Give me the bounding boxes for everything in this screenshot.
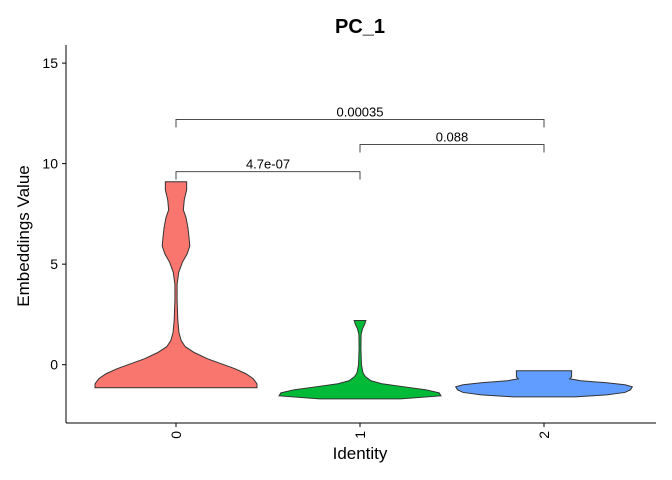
y-tick-label-15: 15	[42, 55, 58, 71]
y-axis-label: Embeddings Value	[14, 165, 33, 306]
plot-area: 4.7e-07 0.088 0.00035 0 5 10 15 0 1 2	[42, 45, 656, 439]
x-tick-label-0: 0	[168, 431, 184, 439]
p-value-label-1-2: 0.088	[436, 130, 469, 145]
violin-group-1	[278, 319, 442, 400]
significance-bracket-1-2	[359, 144, 545, 153]
p-value-label-0-1: 4.7e-07	[246, 157, 290, 172]
y-tick-label-10: 10	[42, 156, 58, 172]
y-tick-label-0: 0	[50, 357, 58, 373]
y-tick-label-5: 5	[50, 256, 58, 272]
violin-group-2	[454, 370, 634, 398]
x-axis-label: Identity	[333, 444, 388, 463]
p-value-label-0-2: 0.00035	[337, 104, 384, 119]
x-tick-label-2: 2	[536, 431, 552, 439]
x-tick-label-1: 1	[352, 431, 368, 439]
chart-title: PC_1	[335, 16, 385, 38]
violin-group-0	[94, 181, 258, 389]
significance-bracket-0-1	[175, 171, 361, 180]
significance-bracket-0-2	[175, 118, 545, 128]
